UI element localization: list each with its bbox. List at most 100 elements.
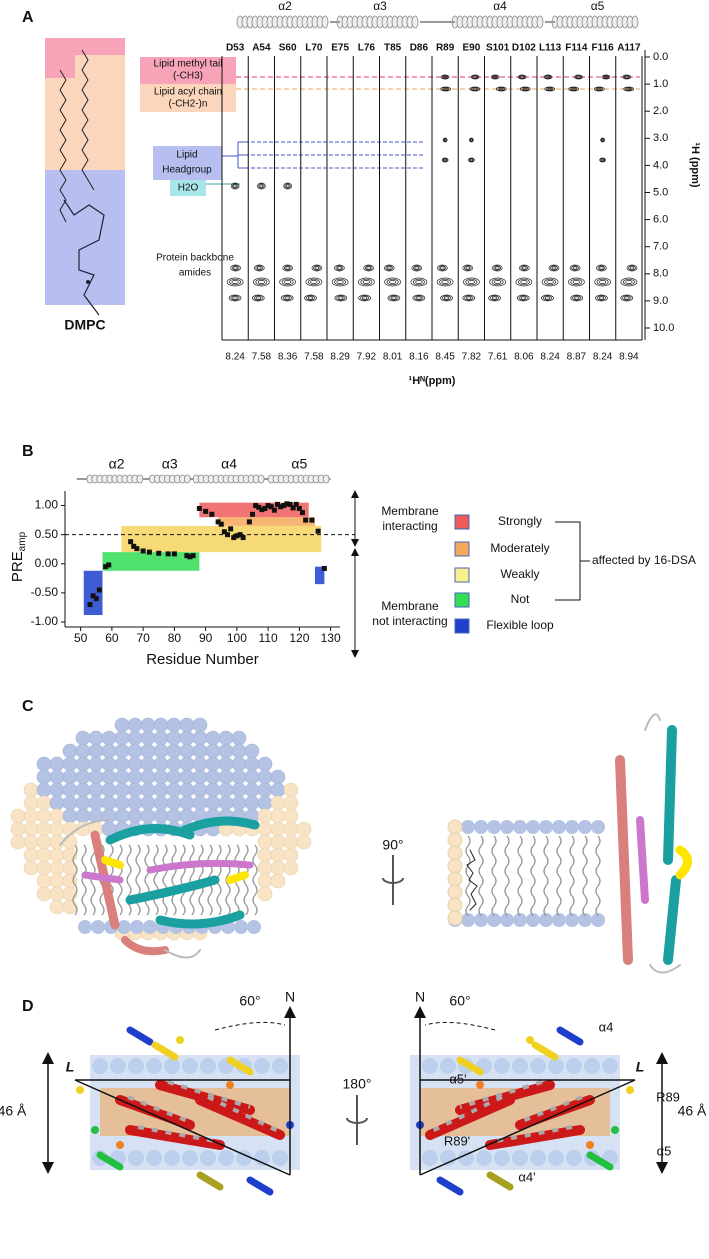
lipid-head	[192, 730, 208, 746]
lipid-head	[192, 717, 208, 733]
lipid-head	[114, 782, 130, 798]
helix-turn	[136, 474, 144, 484]
nmr-contour	[281, 278, 294, 286]
lipid-head	[92, 1058, 108, 1074]
nmr-contour	[624, 87, 633, 91]
nmr-contour	[412, 294, 426, 302]
nmr-contour	[462, 294, 476, 302]
lipid-head	[62, 808, 78, 824]
lipid-head	[218, 782, 234, 798]
lipid-head	[244, 795, 260, 811]
helix-ribbon	[226, 871, 249, 884]
y-tick-label: 6.0	[653, 214, 668, 226]
legend-swatch	[454, 514, 470, 530]
helix-tube	[425, 1095, 515, 1140]
lipid-tail	[126, 844, 132, 916]
lipid-head	[140, 730, 156, 746]
lipid-head	[257, 821, 273, 837]
lipid-tail	[543, 835, 549, 917]
nmr-contour	[285, 266, 291, 270]
lipid-head	[447, 845, 463, 861]
residue-label: A117	[617, 43, 641, 54]
nmr-contour	[463, 277, 480, 287]
helix-turn	[322, 474, 330, 484]
x-tick-label: 70	[136, 631, 150, 645]
nmr-contour	[599, 280, 607, 284]
lipid-head	[114, 717, 130, 733]
lipid-tail	[252, 844, 258, 916]
helix-tube	[167, 1080, 251, 1109]
nmr-contour	[228, 294, 242, 302]
helix	[192, 474, 265, 484]
nmr-contour	[520, 75, 525, 79]
nmr-contour	[575, 75, 582, 79]
point	[259, 507, 265, 513]
nmr-contour	[255, 296, 262, 300]
nmr-contour	[519, 86, 531, 92]
helix	[86, 474, 144, 484]
lipid-head	[49, 795, 65, 811]
nmr-contour	[440, 74, 450, 80]
point	[187, 554, 193, 560]
lipid-head	[128, 1150, 144, 1166]
label-box	[153, 146, 222, 180]
nmr-contour	[305, 277, 323, 287]
lipid-head	[127, 795, 143, 811]
nmr-contour	[443, 138, 447, 142]
shift-label: 8.94	[619, 352, 639, 363]
lipid-head	[153, 808, 169, 824]
y-tick-label: 3.0	[653, 132, 668, 144]
lipid-tail	[135, 844, 141, 916]
nmr-contour	[596, 264, 607, 272]
nmr-contour	[282, 295, 292, 301]
lipid-head	[591, 913, 605, 927]
nmr-contour	[517, 278, 530, 286]
residue-sphere	[626, 1086, 634, 1094]
annotation: amides	[179, 268, 211, 279]
lipid-head	[447, 884, 463, 900]
helix-ribbon	[164, 949, 201, 959]
lipid-head	[602, 1058, 618, 1074]
lipid-head	[88, 795, 104, 811]
residue-sphere	[476, 1081, 484, 1089]
nmr-contour	[414, 266, 420, 270]
lipid-head	[231, 769, 247, 785]
nmr-contour	[336, 280, 344, 284]
lipid-head	[140, 756, 156, 772]
lipid-head	[23, 860, 39, 876]
y-tick-label: 1.0	[653, 78, 668, 90]
nmr-contour	[358, 277, 375, 287]
lipid-head	[244, 782, 260, 798]
nmr-contour	[595, 87, 604, 91]
axis-label: N	[285, 989, 295, 1005]
lipid-head	[283, 821, 299, 837]
lipid-head	[200, 1058, 216, 1074]
helix-label: α3	[373, 0, 387, 13]
point	[284, 501, 290, 507]
nmr-contour	[443, 158, 447, 162]
point	[140, 548, 146, 554]
lipid-head	[166, 743, 182, 759]
annotation: Protein backbone	[156, 253, 234, 264]
nmr-contour	[386, 278, 399, 286]
nmr-contour	[596, 278, 609, 286]
point	[131, 543, 137, 549]
dmpc-molecule	[45, 38, 125, 316]
lipid-tail	[569, 835, 575, 917]
residue-label: F116	[592, 43, 615, 54]
nmr-contour	[384, 277, 401, 287]
lipid-tail	[556, 835, 562, 917]
helix-turn	[257, 474, 265, 484]
point	[268, 504, 274, 510]
x-tick-label: 100	[227, 631, 247, 645]
nmr-contour	[283, 182, 292, 190]
lipid-head	[75, 782, 91, 798]
lipid-head	[296, 834, 312, 850]
nmr-contour	[570, 294, 584, 302]
nmr-contour	[626, 87, 631, 91]
point	[237, 532, 243, 538]
helix-turn	[631, 15, 639, 29]
nmr-contour	[334, 294, 348, 302]
nmr-contour	[546, 280, 554, 284]
lipid-head	[49, 782, 65, 798]
